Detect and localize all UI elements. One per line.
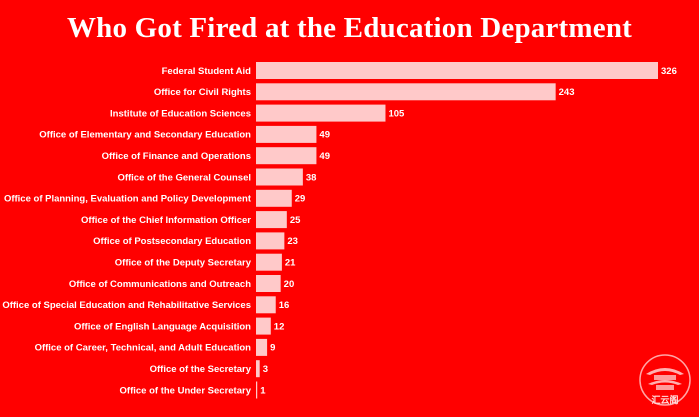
logo-text: 汇云阁 (651, 394, 678, 406)
bar (256, 253, 282, 271)
bar (256, 125, 317, 143)
category-label: Office of the Deputy Secretary (115, 258, 252, 269)
value-label: 16 (279, 300, 290, 311)
bar (256, 232, 285, 250)
category-label: Office of Career, Technical, and Adult E… (35, 343, 252, 354)
bars (256, 62, 658, 399)
category-label: Office of the General Counsel (117, 172, 251, 183)
bar (256, 275, 281, 292)
value-label: 3 (263, 364, 268, 375)
value-label: 243 (559, 87, 575, 98)
bar (256, 360, 260, 378)
value-label: 1 (260, 385, 266, 396)
category-label: Office of English Language Acquisition (74, 321, 251, 332)
bar (256, 189, 292, 207)
category-label: Office of Finance and Operations (102, 151, 251, 162)
value-label: 25 (290, 215, 301, 226)
category-label: Office of the Secretary (150, 364, 252, 375)
value-label: 105 (388, 108, 405, 119)
value-label: 326 (661, 66, 677, 77)
category-label: Office of Communications and Outreach (69, 279, 251, 290)
category-label: Institute of Education Sciences (110, 108, 251, 119)
category-labels: Federal Student Aid Office for Civil Righ… (2, 66, 252, 396)
category-label: Office of Planning, Evaluation and Polic… (4, 194, 252, 205)
bar (256, 296, 276, 314)
category-label: Office of Postsecondary Education (93, 236, 251, 247)
value-label: 21 (285, 258, 296, 269)
value-label: 20 (284, 279, 295, 290)
value-label: 29 (295, 194, 306, 205)
category-label: Office of Elementary and Secondary Educa… (39, 130, 251, 141)
value-label: 38 (306, 172, 317, 183)
bar (256, 62, 658, 79)
bar (256, 381, 258, 399)
category-label: Federal Student Aid (162, 66, 252, 77)
value-label: 23 (287, 236, 298, 247)
category-label: Office for Civil Rights (154, 87, 251, 98)
pagoda-logo-icon: 汇云阁 (639, 354, 691, 406)
category-label: Office of the Chief Information Officer (81, 215, 251, 226)
value-label: 49 (319, 151, 330, 162)
bar (256, 83, 556, 101)
value-label: 49 (319, 130, 330, 141)
bar (256, 338, 268, 356)
bar (256, 147, 317, 165)
bar (256, 104, 386, 122)
category-label: Office of the Under Secretary (120, 385, 252, 396)
bar (256, 211, 287, 229)
bar (256, 168, 303, 186)
category-label: Office of Special Education and Rehabili… (2, 300, 251, 311)
bar (256, 317, 271, 335)
value-label: 9 (270, 343, 275, 354)
value-label: 12 (274, 321, 285, 332)
chart-title: Who Got Fired at the Education Departmen… (66, 12, 633, 44)
